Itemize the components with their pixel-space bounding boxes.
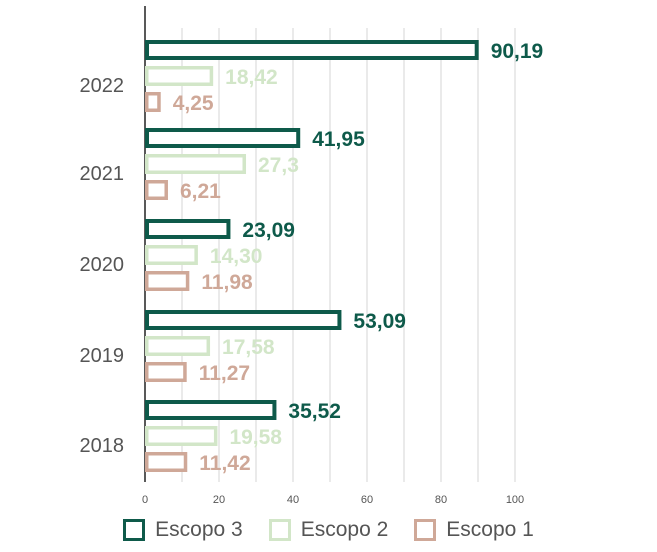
x-tick-label: 40: [287, 494, 299, 506]
bar-escopo-2: [145, 245, 198, 265]
data-label: 6,21: [180, 180, 221, 203]
data-label: 18,42: [225, 66, 278, 89]
bar-escopo-1: [145, 362, 187, 382]
bar-escopo-2: [145, 336, 211, 356]
year-label: 2020: [80, 254, 125, 276]
x-tick-label: 100: [506, 494, 524, 506]
data-label: 53,09: [353, 310, 406, 333]
data-label: 23,09: [242, 219, 295, 242]
legend-swatch: [414, 519, 437, 541]
year-label: 2021: [80, 163, 125, 185]
legend-swatch: [123, 519, 146, 541]
x-tick-label: 80: [435, 494, 447, 506]
legend-item: Escopo 3: [123, 518, 243, 542]
data-label: 90,19: [491, 40, 544, 63]
data-label: 14,30: [210, 245, 263, 268]
legend-item: Escopo 1: [414, 518, 534, 542]
x-tick-label: 0: [142, 494, 148, 506]
bar-escopo-2: [145, 66, 214, 86]
legend-swatch: [268, 519, 291, 541]
year-label: 2018: [80, 435, 125, 457]
data-label: 17,58: [222, 336, 275, 359]
legend-label: Escopo 3: [155, 518, 243, 541]
bar-escopo-1: [145, 92, 161, 112]
legend-label: Escopo 2: [300, 518, 389, 541]
bar-escopo-1: [145, 180, 168, 200]
bar-escopo-3: [145, 40, 479, 60]
data-label: 11,98: [201, 271, 253, 294]
data-label: 41,95: [312, 128, 365, 151]
bar-escopo-1: [145, 452, 188, 472]
bar-escopo-2: [145, 426, 218, 446]
x-tick-label: 60: [361, 494, 373, 506]
legend: Escopo 3 Escopo 2 Escopo 1: [0, 512, 657, 548]
data-label: 19,58: [229, 426, 282, 449]
data-label: 11,42: [199, 452, 250, 475]
bar-chart: 0 20 40 60 80 100 2022 90,19 18,42 4,25 2021 41,95 2…: [80, 6, 544, 506]
bar-escopo-3: [145, 128, 301, 148]
bar-escopo-1: [145, 271, 190, 291]
bar-escopo-3: [145, 400, 277, 420]
data-label: 4,25: [173, 92, 214, 115]
year-label: 2019: [80, 345, 125, 367]
year-label: 2022: [80, 75, 125, 97]
data-label: 27,3: [258, 154, 299, 177]
legend-item: Escopo 2: [268, 518, 389, 542]
data-label: 35,52: [288, 400, 341, 423]
legend-label: Escopo 1: [446, 518, 534, 541]
data-label: 11,27: [199, 362, 250, 385]
x-tick-label: 20: [213, 494, 225, 506]
bar-escopo-2: [145, 154, 247, 174]
bar-escopo-3: [145, 310, 342, 330]
bar-escopo-3: [145, 219, 231, 239]
